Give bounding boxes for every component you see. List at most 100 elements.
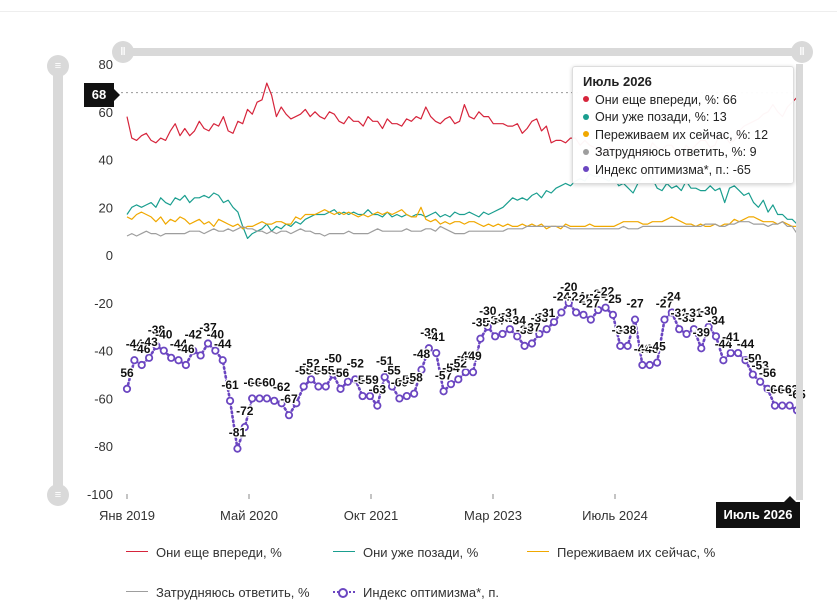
index-point (579, 310, 588, 319)
index-point (711, 332, 721, 341)
index-data-label: -44 (737, 337, 755, 351)
index-data-label: -33 (494, 311, 512, 325)
index-point (432, 348, 441, 358)
index-data-label: -41 (428, 330, 446, 344)
index-data-label: -49 (457, 349, 475, 363)
tooltip-row-behind: Они уже позади, %: 13 (583, 109, 783, 127)
index-point (424, 344, 433, 353)
index-point (380, 372, 389, 382)
series-line-worry (126, 206, 797, 230)
crosshair-x-value: Июль 2026 (716, 496, 800, 528)
range-handle-bottom-left[interactable]: ≡ (47, 484, 69, 506)
tooltip-row-worry: Переживаем их сейчас, %: 12 (583, 127, 783, 145)
legend-item-ahead[interactable]: Они еще впереди, % (126, 545, 282, 560)
index-data-label: -59 (361, 373, 379, 387)
index-point (387, 382, 397, 391)
index-data-label: -38 (148, 323, 166, 337)
index-data-label: -50 (324, 352, 342, 366)
index-data-label: -50 (744, 352, 762, 366)
range-handle-left[interactable]: ‖ (112, 41, 134, 63)
index-point (299, 382, 308, 391)
index-point (660, 315, 669, 324)
grip-icon: ≡ (54, 489, 62, 501)
range-track-top[interactable] (123, 48, 803, 56)
index-data-label: -38 (516, 323, 534, 337)
x-tick-label: Май 2020 (220, 508, 278, 523)
index-data-label: -44 (126, 337, 144, 351)
legend-item-worry[interactable]: Переживаем их сейчас, % (527, 545, 715, 560)
index-data-label: -43 (140, 335, 158, 349)
index-data-label: -58 (405, 371, 423, 385)
index-point (159, 346, 168, 355)
index-point (476, 334, 485, 343)
tooltip-row-label: Индекс оптимизма*, п.: -65 (595, 162, 751, 177)
index-data-label: -59 (354, 373, 372, 387)
index-point (653, 358, 662, 367)
index-data-label: -25 (575, 292, 593, 306)
legend-item-index[interactable]: Индекс оптимизма*, п. (333, 585, 499, 600)
index-point (277, 399, 286, 408)
grip-icon: ‖ (120, 46, 126, 58)
range-track-left[interactable] (53, 66, 63, 494)
index-point (616, 341, 625, 350)
x-tick-label: Мар 2023 (464, 508, 522, 523)
index-data-label: -55 (317, 364, 335, 378)
crosshair-y-value: 68 (84, 83, 120, 107)
grip-icon: ≡ (54, 60, 62, 72)
index-data-label: -27 (626, 297, 644, 311)
range-track-right[interactable] (796, 64, 803, 500)
index-data-label: -72 (236, 404, 254, 418)
tooltip-row-label: Они еще впереди, %: 66 (595, 92, 737, 107)
legend-item-behind[interactable]: Они уже позади, % (333, 545, 478, 560)
circle-marker-icon (338, 588, 348, 598)
index-point (733, 348, 743, 358)
x-tick-label: Июль 2024 (582, 508, 648, 523)
index-point (513, 332, 522, 341)
legend-item-unsure[interactable]: Затрудняюсь ответить, % (126, 585, 310, 600)
index-data-label: -24 (567, 289, 585, 303)
index-data-label: -45 (648, 340, 666, 354)
index-point (270, 396, 279, 405)
index-data-label: -60 (243, 375, 261, 389)
index-point (586, 315, 595, 324)
tooltip-row-index: Индекс оптимизма*, п.: -65 (583, 162, 783, 180)
index-data-label: -52 (347, 356, 365, 370)
index-point (130, 356, 139, 365)
index-point (601, 303, 610, 312)
line-swatch-icon (126, 551, 148, 553)
index-point (395, 394, 404, 403)
index-data-label: -31 (671, 306, 689, 320)
index-point (564, 298, 573, 307)
index-point (218, 356, 227, 365)
index-data-label: -52 (450, 356, 468, 370)
index-data-label: -30 (700, 304, 718, 318)
index-point (454, 375, 463, 384)
index-markers (122, 298, 802, 453)
line-swatch-icon (527, 551, 549, 553)
index-point (557, 308, 566, 317)
index-point (630, 315, 640, 324)
legend: Они еще впереди, % Они уже позади, % Пер… (0, 540, 837, 608)
dot-icon (583, 96, 589, 103)
tooltip-row-ahead: Они еще впереди, %: 66 (583, 92, 783, 110)
index-point (608, 310, 618, 319)
index-point (483, 322, 492, 331)
index-point (461, 368, 470, 377)
index-data-label: -63 (766, 383, 784, 397)
index-data-label: -67 (280, 392, 298, 406)
index-data-label: -24 (663, 289, 681, 303)
index-point (262, 394, 271, 403)
index-data-label: -55 (310, 364, 328, 378)
index-point (778, 401, 787, 410)
index-data-label: -38 (619, 323, 637, 337)
line-swatch-icon (126, 591, 148, 593)
index-data-label: -31 (501, 306, 519, 320)
index-point (255, 394, 264, 403)
range-handle-top-left[interactable]: ≡ (47, 55, 69, 77)
index-data-label: -39 (693, 325, 711, 339)
index-data-label: -62 (273, 380, 291, 394)
range-handle-right[interactable]: ‖ (791, 41, 813, 63)
index-data-label: -51 (376, 354, 394, 368)
legend-label: Переживаем их сейчас, % (557, 545, 716, 560)
index-data-label: -23 (590, 287, 608, 301)
